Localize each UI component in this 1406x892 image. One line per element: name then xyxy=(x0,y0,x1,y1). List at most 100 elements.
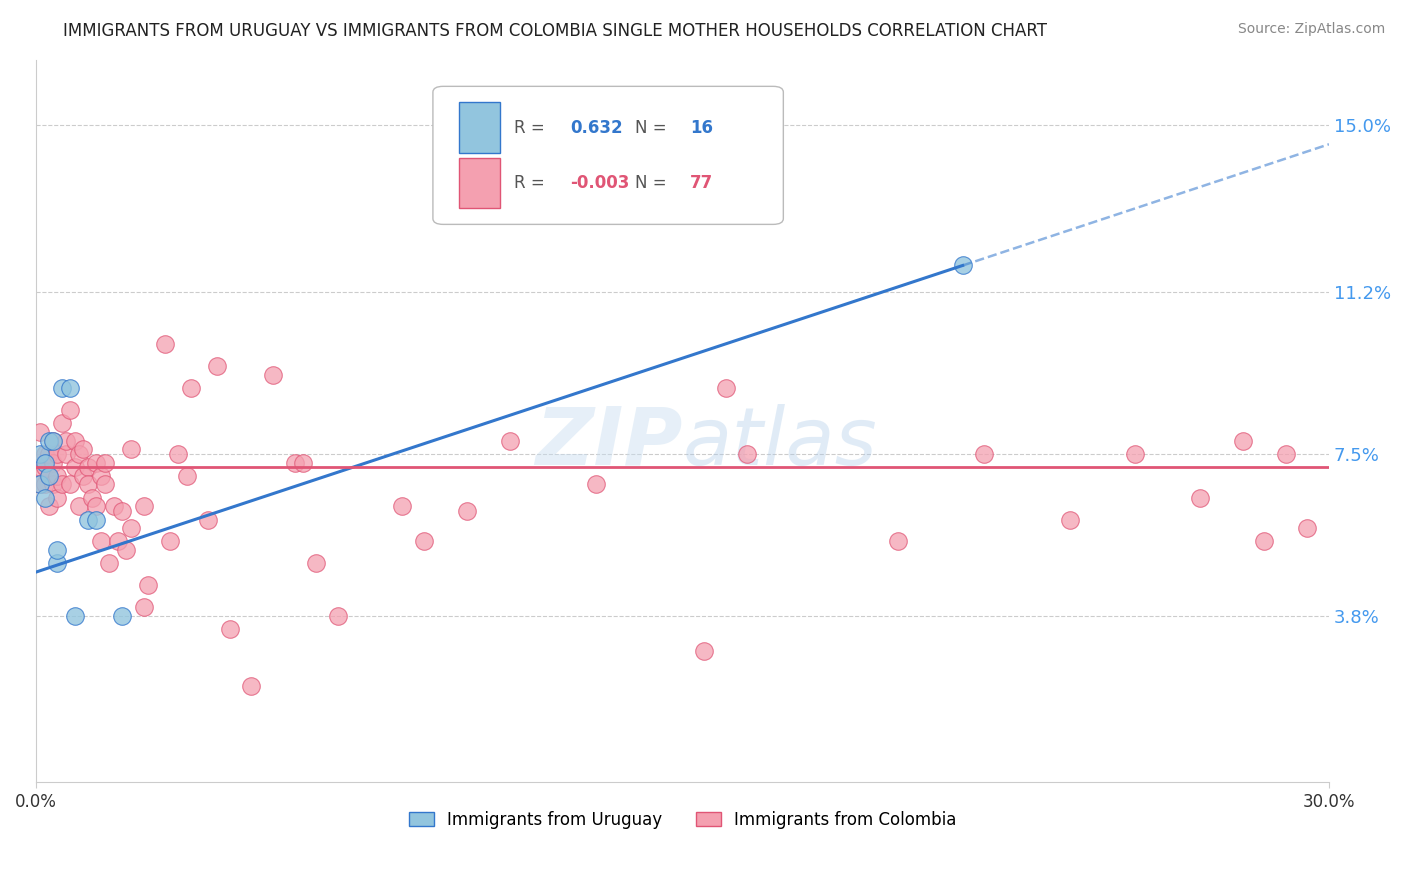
Point xyxy=(72,468,94,483)
Point xyxy=(38,447,60,461)
Point xyxy=(42,477,65,491)
Point xyxy=(973,447,995,461)
Point xyxy=(412,534,434,549)
Point xyxy=(1253,534,1275,549)
FancyBboxPatch shape xyxy=(433,87,783,225)
Point xyxy=(90,534,112,549)
Point xyxy=(391,500,413,514)
Point xyxy=(1188,491,1211,505)
Point xyxy=(136,578,159,592)
Point xyxy=(111,504,134,518)
Point xyxy=(735,447,758,461)
Point xyxy=(46,468,69,483)
Point xyxy=(46,447,69,461)
Point xyxy=(34,447,56,461)
Point xyxy=(456,504,478,518)
Point xyxy=(292,456,315,470)
Point xyxy=(38,468,60,483)
Point xyxy=(176,468,198,483)
Point xyxy=(155,337,177,351)
Point xyxy=(326,608,349,623)
Point xyxy=(38,500,60,514)
Point xyxy=(84,512,107,526)
Text: 16: 16 xyxy=(690,119,713,136)
Point xyxy=(132,600,155,615)
Text: 0.632: 0.632 xyxy=(569,119,623,136)
Point xyxy=(51,381,73,395)
Point xyxy=(38,468,60,483)
Point xyxy=(98,557,121,571)
Text: N =: N = xyxy=(634,174,672,192)
Text: 77: 77 xyxy=(690,174,713,192)
Point xyxy=(63,460,86,475)
Point xyxy=(499,434,522,448)
Point xyxy=(240,679,263,693)
Text: ZIP: ZIP xyxy=(536,404,682,482)
Text: IMMIGRANTS FROM URUGUAY VS IMMIGRANTS FROM COLOMBIA SINGLE MOTHER HOUSEHOLDS COR: IMMIGRANTS FROM URUGUAY VS IMMIGRANTS FR… xyxy=(63,22,1047,40)
Point xyxy=(283,456,305,470)
Text: N =: N = xyxy=(634,119,672,136)
Point xyxy=(59,477,82,491)
Point xyxy=(111,608,134,623)
Point xyxy=(120,521,142,535)
Bar xyxy=(458,158,501,209)
Text: atlas: atlas xyxy=(682,404,877,482)
Text: -0.003: -0.003 xyxy=(569,174,630,192)
Point xyxy=(952,259,974,273)
Point xyxy=(34,460,56,475)
Point xyxy=(76,477,98,491)
Point xyxy=(205,359,228,374)
Point xyxy=(51,416,73,430)
Point xyxy=(46,491,69,505)
Point xyxy=(1123,447,1146,461)
Point xyxy=(80,491,103,505)
Point xyxy=(30,425,52,439)
Point xyxy=(103,500,125,514)
Point xyxy=(67,447,90,461)
Point xyxy=(59,381,82,395)
Point xyxy=(30,460,52,475)
Point xyxy=(1232,434,1254,448)
Point xyxy=(1275,447,1298,461)
Point xyxy=(34,477,56,491)
Point xyxy=(76,460,98,475)
Point xyxy=(63,434,86,448)
Point xyxy=(30,477,52,491)
Point xyxy=(262,368,284,382)
Point xyxy=(167,447,190,461)
Point xyxy=(42,456,65,470)
Point xyxy=(72,442,94,457)
Point xyxy=(305,557,328,571)
Point xyxy=(42,434,65,448)
Point xyxy=(94,456,117,470)
Text: R =: R = xyxy=(515,174,550,192)
Point xyxy=(63,608,86,623)
Point xyxy=(107,534,129,549)
Point xyxy=(38,434,60,448)
Point xyxy=(1296,521,1319,535)
Point xyxy=(180,381,202,395)
Bar xyxy=(458,103,501,153)
Point xyxy=(714,381,737,395)
Point xyxy=(59,403,82,417)
Point xyxy=(94,477,117,491)
Point xyxy=(115,543,138,558)
Legend: Immigrants from Uruguay, Immigrants from Colombia: Immigrants from Uruguay, Immigrants from… xyxy=(402,804,963,836)
Point xyxy=(34,456,56,470)
Point xyxy=(1059,512,1081,526)
Point xyxy=(46,557,69,571)
Text: R =: R = xyxy=(515,119,550,136)
Point xyxy=(76,512,98,526)
Point xyxy=(55,447,77,461)
Point xyxy=(51,477,73,491)
Point xyxy=(34,491,56,505)
Point xyxy=(30,477,52,491)
Point xyxy=(46,543,69,558)
Point xyxy=(197,512,219,526)
Point xyxy=(84,456,107,470)
Point xyxy=(90,468,112,483)
Point xyxy=(585,477,607,491)
Text: Source: ZipAtlas.com: Source: ZipAtlas.com xyxy=(1237,22,1385,37)
Point xyxy=(67,500,90,514)
Point xyxy=(30,447,52,461)
